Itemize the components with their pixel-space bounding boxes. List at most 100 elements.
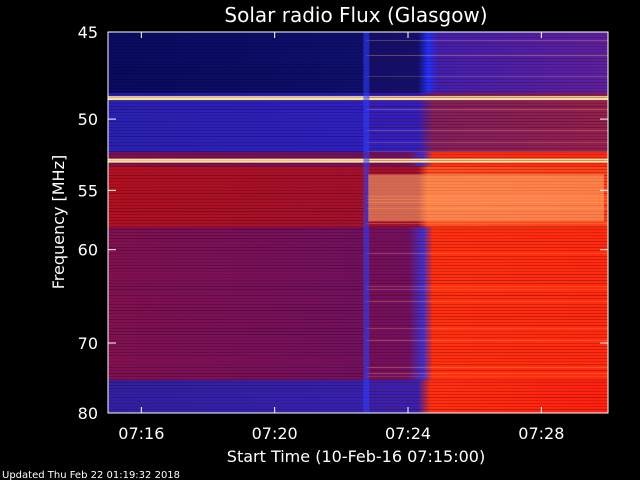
streak: [108, 322, 367, 323]
streak: [366, 292, 608, 293]
bright-plateau: [368, 174, 604, 222]
streak: [366, 52, 608, 53]
y-tick-label: 55: [78, 181, 98, 200]
streak: [108, 373, 367, 374]
streak: [366, 76, 608, 77]
streak: [108, 190, 367, 191]
streak: [366, 325, 608, 326]
streak: [108, 151, 367, 152]
streak: [108, 43, 367, 44]
streak: [108, 205, 367, 206]
streak: [366, 88, 608, 89]
streak: [366, 142, 608, 143]
streak: [108, 115, 367, 116]
streak: [366, 394, 608, 395]
streak: [366, 97, 608, 98]
streak: [108, 55, 367, 56]
streak: [108, 250, 367, 251]
streak: [366, 127, 608, 128]
bright-line-1: [108, 158, 608, 163]
streak: [108, 364, 367, 365]
streak: [366, 100, 608, 101]
streak: [366, 271, 608, 272]
streak: [108, 238, 367, 239]
streak: [366, 94, 608, 95]
streak: [366, 43, 608, 44]
streak: [108, 118, 367, 119]
streak: [108, 274, 367, 275]
streak: [108, 331, 367, 332]
streak: [366, 133, 608, 134]
streak: [108, 193, 367, 194]
streak: [108, 343, 367, 344]
streak: [366, 259, 608, 260]
streak: [366, 313, 608, 314]
streak: [366, 85, 608, 86]
streak: [108, 172, 367, 173]
streak: [108, 157, 367, 158]
streak: [366, 343, 608, 344]
streak: [108, 76, 367, 77]
streak: [108, 88, 367, 89]
event-onset: [363, 32, 370, 413]
streak: [108, 409, 367, 410]
streak: [108, 223, 367, 224]
streak: [366, 340, 608, 341]
streak: [108, 286, 367, 287]
streak: [108, 52, 367, 53]
streak: [108, 367, 367, 368]
x-tick-label: 07:16: [118, 424, 164, 443]
streak: [108, 277, 367, 278]
streak: [366, 136, 608, 137]
streak: [108, 388, 367, 389]
streak: [108, 235, 367, 236]
streak: [108, 142, 367, 143]
streak: [108, 241, 367, 242]
streak: [108, 310, 367, 311]
streak: [108, 148, 367, 149]
streak: [108, 304, 367, 305]
streak: [108, 328, 367, 329]
streak: [366, 91, 608, 92]
streak: [108, 271, 367, 272]
streak: [366, 157, 608, 158]
streak: [108, 163, 367, 164]
streak: [366, 148, 608, 149]
streak: [108, 91, 367, 92]
updated-timestamp: Updated Thu Feb 22 01:19:32 2018: [2, 470, 180, 480]
plot-frame: [107, 31, 609, 414]
streak: [366, 286, 608, 287]
streak: [108, 268, 367, 269]
y-tick-label: 80: [78, 404, 98, 423]
streak: [366, 364, 608, 365]
streak: [108, 370, 367, 371]
streak: [366, 130, 608, 131]
streak: [366, 352, 608, 353]
streak: [366, 244, 608, 245]
streak: [108, 67, 367, 68]
band-0: [108, 32, 608, 94]
streak: [108, 196, 367, 197]
x-tick-label: 07:24: [385, 424, 431, 443]
streak: [108, 100, 367, 101]
streak: [366, 241, 608, 242]
streak: [366, 358, 608, 359]
streak: [108, 85, 367, 86]
streak: [108, 382, 367, 383]
streak: [108, 301, 367, 302]
streak: [108, 112, 367, 113]
streak: [366, 103, 608, 104]
streak: [108, 346, 367, 347]
x-axis-ticks: 07:16 07:20 07:24 07:28: [118, 32, 564, 443]
streak: [108, 154, 367, 155]
bright-line-0: [108, 96, 608, 101]
streak: [108, 175, 367, 176]
streak: [366, 250, 608, 251]
streak: [366, 238, 608, 239]
streak: [366, 139, 608, 140]
streak: [108, 358, 367, 359]
streak: [108, 289, 367, 290]
x-tick-label: 07:20: [252, 424, 298, 443]
streak: [366, 346, 608, 347]
